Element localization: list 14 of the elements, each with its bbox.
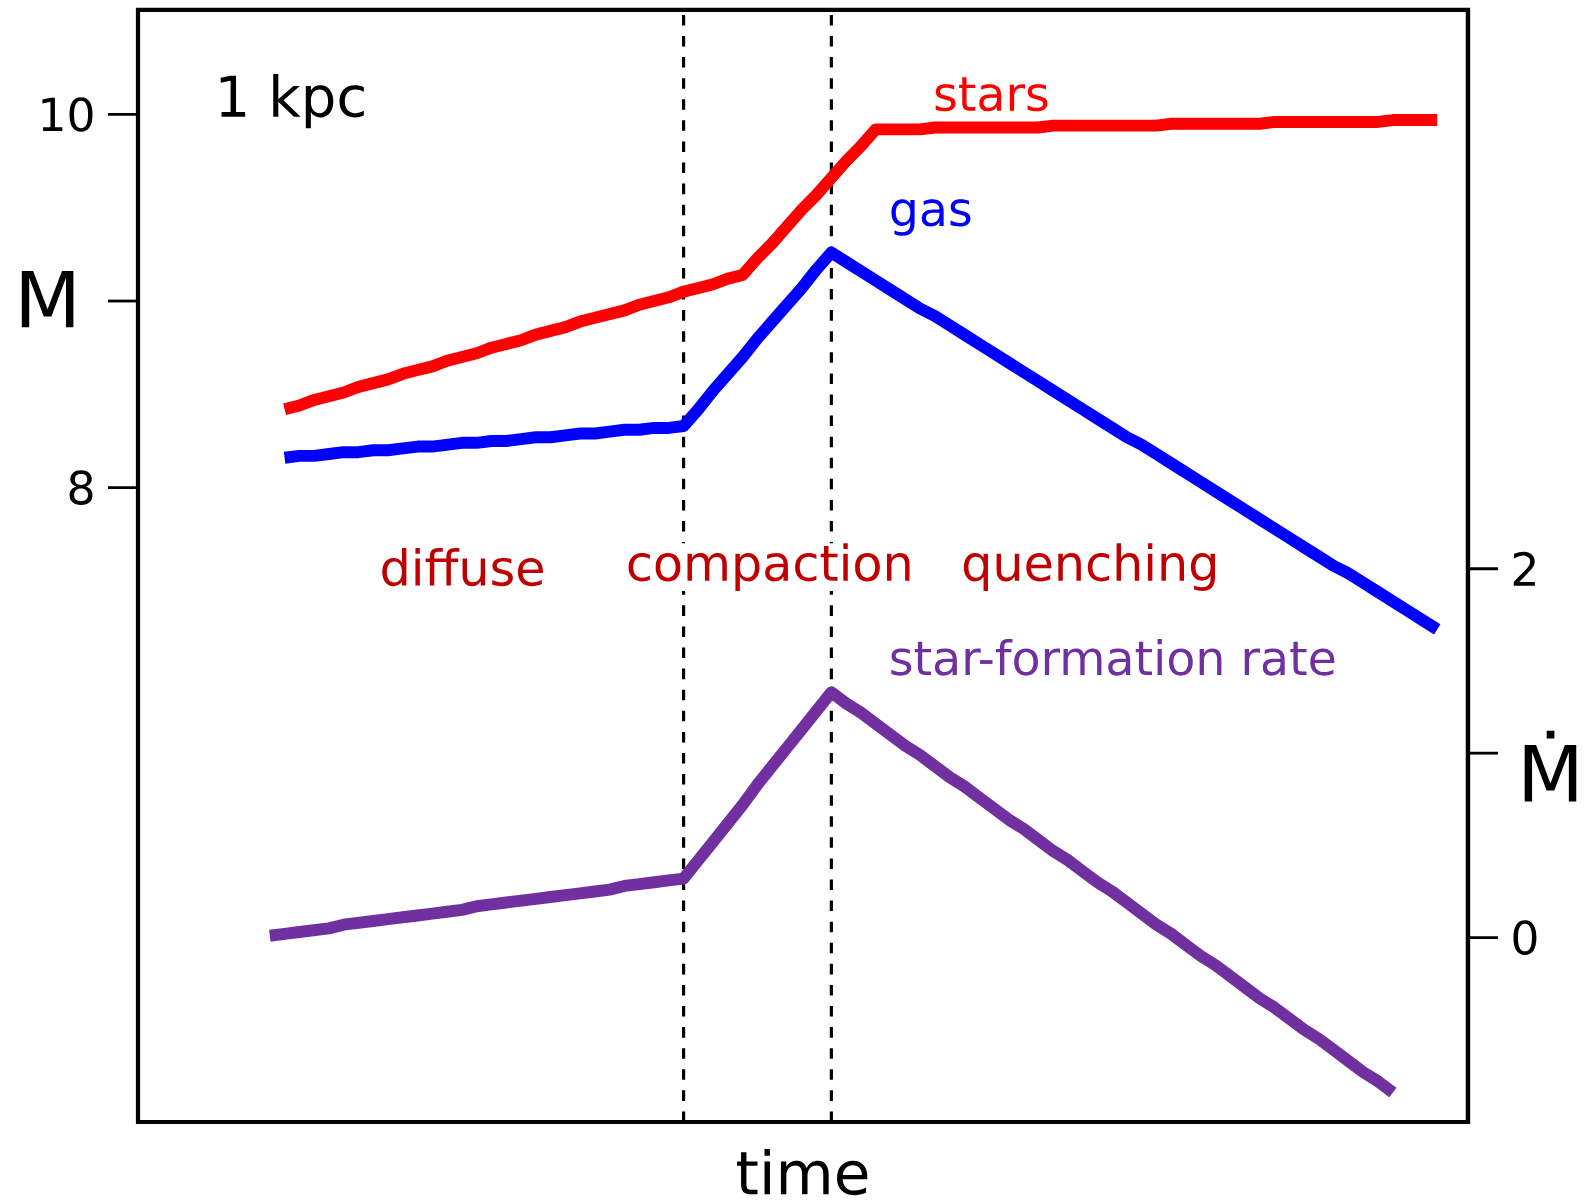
- annotation: compaction: [628, 543, 910, 591]
- annotation: diffuse: [382, 548, 543, 587]
- series-label: stars: [935, 77, 1048, 112]
- y-tick-label: 8: [69, 470, 93, 505]
- y2-tick-label: 0: [1513, 920, 1537, 955]
- y-tick-label: 10: [42, 97, 93, 132]
- x-axis-title: time: [737, 1148, 868, 1196]
- y2-tick-label: 2: [1513, 551, 1535, 586]
- y-axis-title: M: [21, 270, 74, 328]
- y2-axis-title: Ṁ: [1524, 730, 1577, 802]
- series-label: gas: [891, 199, 971, 236]
- annotation: quenching: [963, 543, 1215, 591]
- series-label: star-formation rate: [891, 638, 1335, 676]
- annotation: 1 kpc: [220, 73, 364, 129]
